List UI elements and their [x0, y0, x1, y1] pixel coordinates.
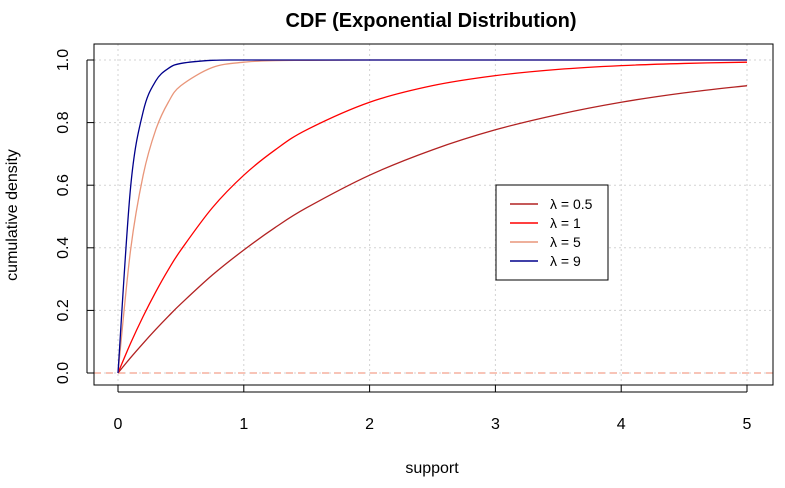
y-tick-label: 0.8 [55, 111, 72, 133]
series-line-3 [117, 59, 747, 374]
legend-label: λ = 0.5 [550, 196, 593, 212]
x-axis-label: support [405, 460, 459, 477]
y-tick-label: 0.2 [55, 299, 72, 321]
x-tick-label: 4 [617, 416, 626, 433]
series-line-1 [117, 61, 748, 374]
y-axis: 0.0 0.2 0.4 0.6 0.8 1.0 [55, 49, 94, 384]
x-tick-label: 0 [114, 416, 123, 433]
x-tick-label: 1 [239, 416, 248, 433]
plot-frame [93, 43, 774, 386]
x-tick-label: 5 [743, 416, 752, 433]
y-tick-label: 0.6 [55, 174, 72, 196]
y-tick-label: 0.4 [55, 237, 72, 259]
x-axis: 0 1 2 3 4 5 [114, 385, 752, 433]
series-line-0 [117, 85, 748, 374]
legend-box [495, 184, 609, 281]
plot-area [94, 59, 773, 374]
legend-label: λ = 9 [550, 253, 581, 269]
series-line-2 [117, 59, 747, 374]
x-tick-label: 3 [491, 416, 500, 433]
chart-title: CDF (Exponential Distribution) [285, 10, 576, 32]
legend-label: λ = 1 [550, 215, 581, 231]
y-tick-label: 0.0 [55, 362, 72, 384]
y-tick-label: 1.0 [55, 49, 72, 71]
x-tick-label: 2 [365, 416, 374, 433]
y-axis-label: cumulative density [4, 149, 21, 281]
legend: λ = 0.5 λ = 1 λ = 5 λ = 9 [495, 184, 609, 281]
legend-label: λ = 5 [550, 234, 581, 250]
